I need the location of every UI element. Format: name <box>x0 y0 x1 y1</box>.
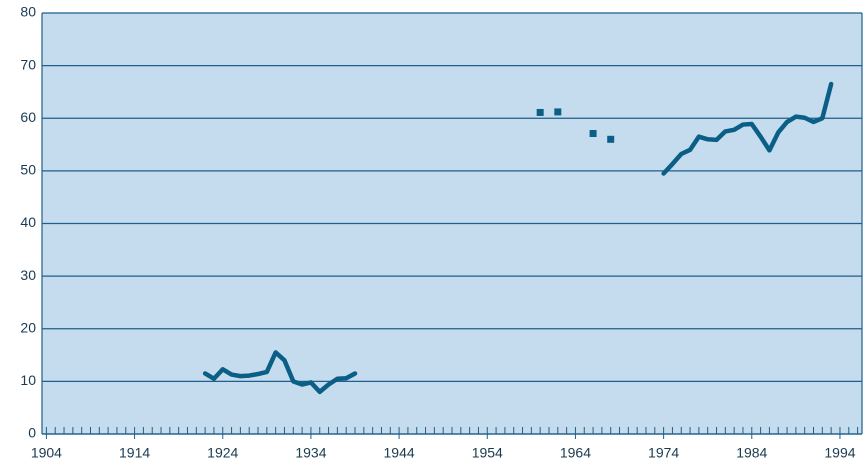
y-tick-label: 10 <box>20 372 36 388</box>
marker <box>589 130 597 138</box>
y-tick-label: 30 <box>20 267 36 283</box>
y-tick-label: 40 <box>20 214 36 230</box>
x-tick-label: 1904 <box>31 445 62 461</box>
x-tick-label: 1974 <box>648 445 679 461</box>
x-tick-label: 1924 <box>207 445 238 461</box>
data-line <box>202 350 358 395</box>
x-tick-label: 1994 <box>824 445 855 461</box>
data-line <box>661 81 834 176</box>
marker <box>607 135 615 143</box>
x-tick-label: 1964 <box>560 445 591 461</box>
y-tick-label: 0 <box>28 425 36 441</box>
y-tick-label: 60 <box>20 109 36 125</box>
y-tick-label: 50 <box>20 162 36 178</box>
marker <box>554 108 562 116</box>
x-tick-label: 1944 <box>384 445 415 461</box>
x-tick-label: 1934 <box>295 445 326 461</box>
x-tick-label: 1984 <box>736 445 767 461</box>
y-tick-label: 20 <box>20 319 36 335</box>
marker <box>536 108 544 116</box>
x-tick-label: 1954 <box>472 445 503 461</box>
x-tick-label: 1914 <box>119 445 150 461</box>
y-tick-label: 80 <box>20 4 36 20</box>
y-tick-label: 70 <box>20 56 36 72</box>
